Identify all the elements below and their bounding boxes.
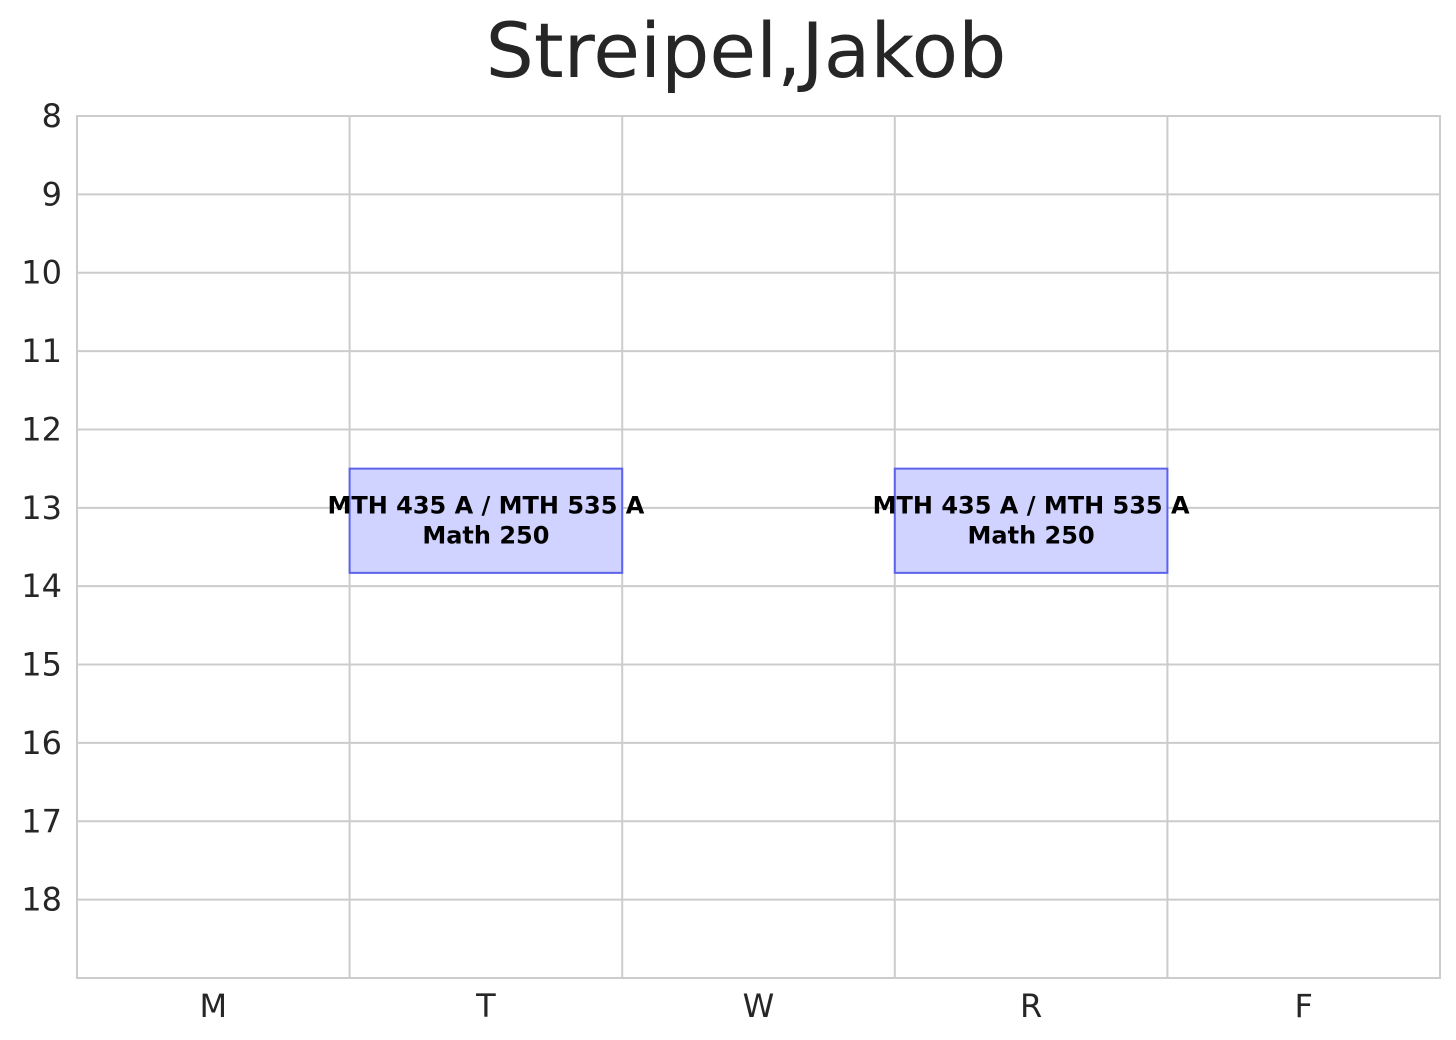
course-event-room: Math 250 (968, 522, 1095, 550)
day-tick-label: T (475, 987, 496, 1025)
grid-lines (77, 115, 1440, 978)
hour-tick-label: 17 (21, 802, 62, 840)
hour-tick-label: 11 (21, 332, 62, 370)
course-event-box[interactable] (893, 467, 1169, 574)
day-tick-label: M (199, 987, 227, 1025)
day-tick-label: F (1294, 987, 1312, 1025)
hour-tick-label: 12 (21, 410, 62, 448)
course-event-course: MTH 435 A / MTH 535 A (873, 492, 1190, 520)
hour-tick-label: 15 (21, 646, 62, 684)
hour-tick-label: 10 (21, 254, 62, 292)
course-event-room: Math 250 (422, 522, 549, 550)
hour-tick-label: 9 (42, 175, 62, 213)
hour-tick-label: 8 (42, 97, 62, 135)
day-tick-label: W (743, 987, 775, 1025)
hour-tick-label: 16 (21, 724, 62, 762)
hour-tick-label: 18 (21, 881, 62, 919)
chart-title: Streipel,Jakob (486, 6, 1007, 95)
hour-tick-label: 14 (21, 567, 62, 605)
plot-frame (76, 115, 1441, 979)
hour-tick-labels: 8 9 10 11 12 13 14 15 16 17 18 (21, 97, 62, 919)
day-tick-label: R (1020, 987, 1042, 1025)
hour-tick-label: 13 (21, 489, 62, 527)
course-event-box[interactable] (348, 467, 624, 574)
course-event-course: MTH 435 A / MTH 535 A (327, 492, 644, 520)
